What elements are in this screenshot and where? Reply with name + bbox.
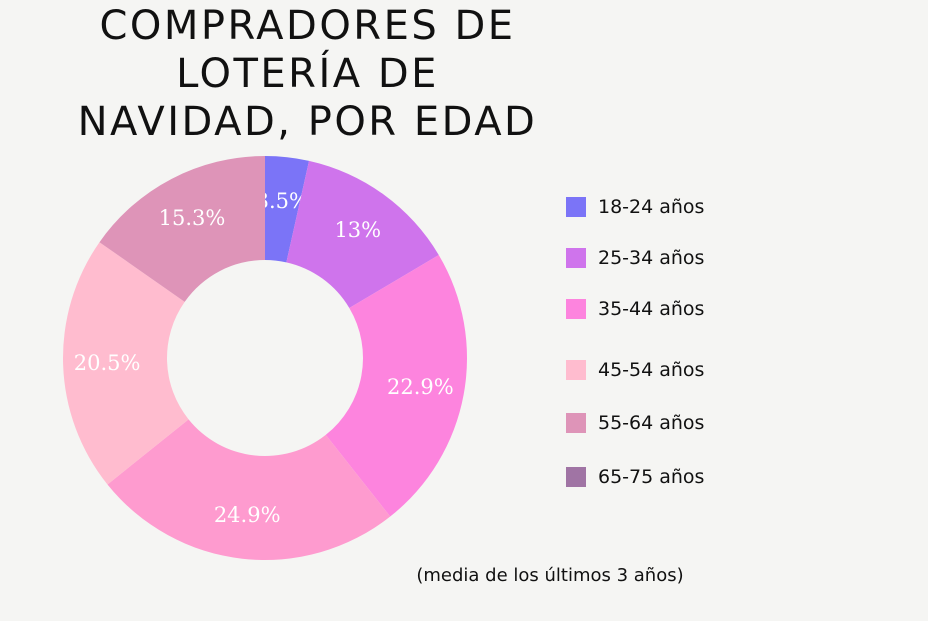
legend-swatch	[566, 467, 586, 487]
legend-item: 18-24 años	[566, 196, 704, 218]
legend-item: 45-54 años	[566, 359, 704, 381]
legend-swatch	[566, 360, 586, 380]
legend-label: 45-54 años	[598, 359, 705, 381]
legend-swatch	[566, 413, 586, 433]
donut-slice	[265, 156, 310, 263]
slice-label: 22.9%	[387, 375, 454, 399]
donut-slice	[99, 156, 265, 302]
legend-swatch	[566, 197, 586, 217]
legend-label: 35-44 años	[598, 298, 705, 320]
legend-item: 35-44 años	[566, 298, 704, 320]
legend-item: 65-75 años	[566, 466, 704, 488]
title-line: NAVIDAD, POR EDAD	[77, 99, 538, 145]
slice-label: 15.3%	[159, 206, 226, 230]
title-line: COMPRADORES DE	[99, 3, 516, 49]
legend-item: 55-64 años	[566, 412, 704, 434]
legend-swatch	[566, 299, 586, 319]
donut-slice	[107, 419, 391, 560]
slice-label: 13%	[334, 218, 381, 242]
legend-swatch	[566, 248, 586, 268]
legend-item: 25-34 años	[566, 247, 704, 269]
chart-title: COMPRADORES DE LOTERÍA DE NAVIDAD, POR E…	[60, 2, 555, 146]
donut-slice	[62, 242, 189, 485]
donut-slice	[325, 254, 467, 517]
slice-label: 20.5%	[74, 351, 141, 375]
legend-label: 25-34 años	[598, 247, 705, 269]
title-line: LOTERÍA DE	[176, 51, 439, 97]
chart-note: (media de los últimos 3 años)	[416, 565, 684, 586]
legend-label: 18-24 años	[598, 196, 705, 218]
legend-label: 65-75 años	[598, 466, 705, 488]
donut-slice	[286, 160, 439, 309]
legend-label: 55-64 años	[598, 412, 705, 434]
slice-label: 24.9%	[214, 503, 281, 527]
